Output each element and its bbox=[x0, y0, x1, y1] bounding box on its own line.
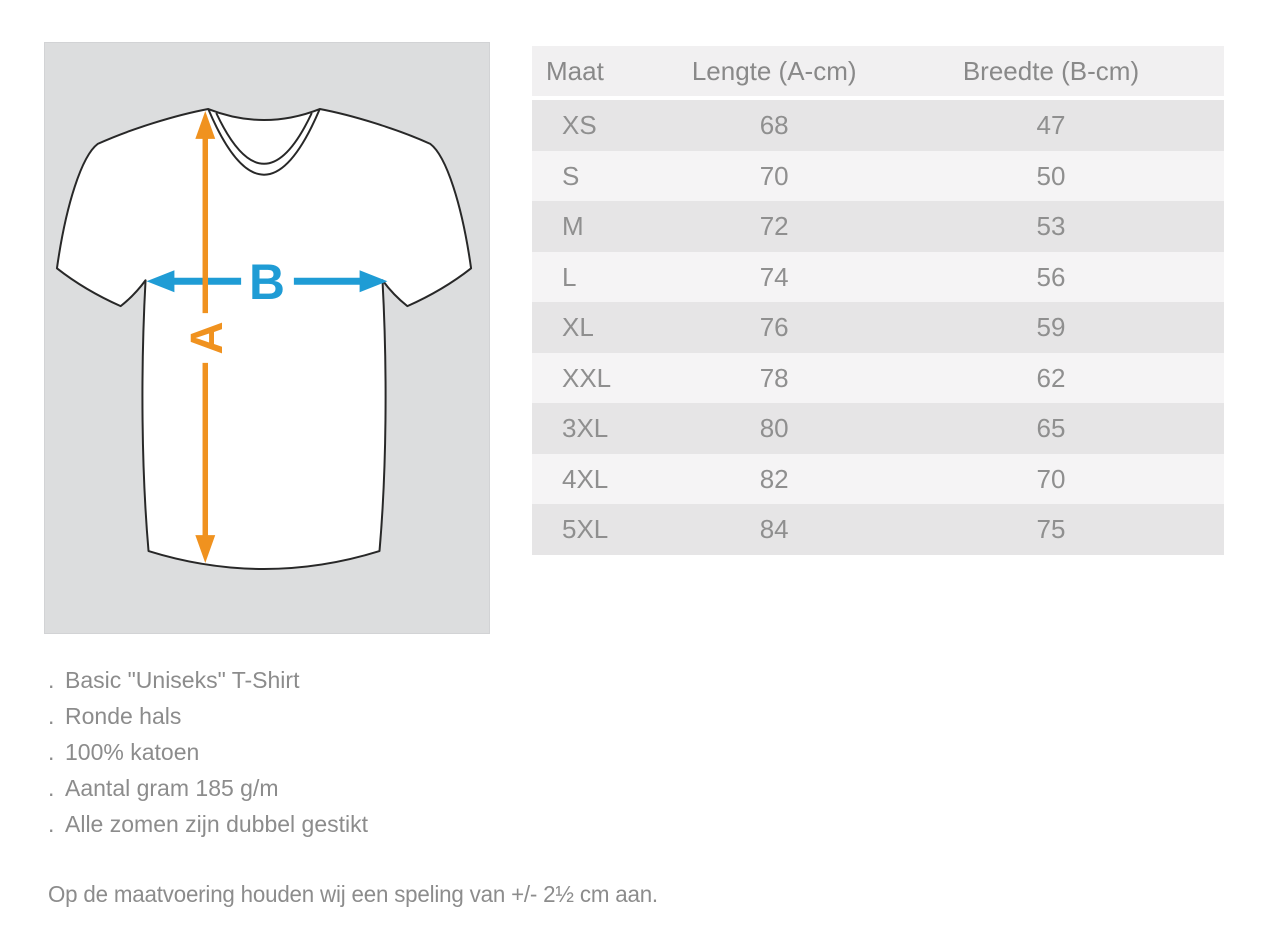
length-value: 82 bbox=[759, 463, 789, 494]
length-value: 78 bbox=[759, 362, 789, 393]
product-details-list: . Basic "Uniseks" T-Shirt . Ronde hals . 10… bbox=[48, 662, 368, 842]
width-value: 59 bbox=[1036, 312, 1066, 343]
table-row-l: L 74 56 bbox=[532, 251, 1224, 302]
size-value: XS bbox=[562, 110, 597, 141]
length-value: 70 bbox=[759, 160, 789, 191]
collar-inner-line bbox=[215, 112, 313, 165]
table-row-5xl: 5XL 84 75 bbox=[532, 504, 1224, 555]
table-row-xxl: XXL 78 62 bbox=[532, 352, 1224, 403]
collar-outer-line bbox=[207, 108, 321, 176]
width-value: 50 bbox=[1036, 160, 1066, 191]
detail-text: Alle zomen zijn dubbel gestikt bbox=[65, 811, 368, 837]
size-value: 3XL bbox=[562, 413, 609, 444]
length-label-a: A bbox=[181, 321, 232, 354]
tshirt-diagram-panel: B A bbox=[44, 42, 490, 634]
size-value: XXL bbox=[562, 362, 612, 393]
bullet-dot: . bbox=[48, 739, 55, 765]
column-header-breedte: Breedte (B-cm) bbox=[962, 56, 1140, 86]
width-value: 70 bbox=[1036, 463, 1066, 494]
tshirt-outline bbox=[55, 108, 473, 570]
length-value: 84 bbox=[759, 514, 789, 545]
table-row-xl: XL 76 59 bbox=[532, 302, 1224, 353]
width-value: 47 bbox=[1036, 110, 1066, 141]
table-row-3xl: 3XL 80 65 bbox=[532, 403, 1224, 454]
table-row-xs: XS 68 47 bbox=[532, 100, 1224, 151]
length-value: 80 bbox=[759, 413, 789, 444]
width-value: 53 bbox=[1036, 211, 1066, 242]
column-header-maat: Maat bbox=[546, 56, 604, 86]
list-item: . Ronde hals bbox=[48, 698, 368, 734]
list-item: . Alle zomen zijn dubbel gestikt bbox=[48, 806, 368, 842]
length-value: 74 bbox=[759, 261, 789, 292]
bullet-dot: . bbox=[48, 667, 55, 693]
width-label-b: B bbox=[249, 254, 285, 310]
tolerance-note: Op de maatvoering houden wij een speling… bbox=[48, 881, 658, 907]
length-value: 72 bbox=[759, 211, 789, 242]
detail-text: Ronde hals bbox=[65, 703, 182, 729]
width-value: 75 bbox=[1036, 514, 1066, 545]
size-value: XL bbox=[562, 312, 594, 343]
detail-text: 100% katoen bbox=[65, 739, 200, 765]
width-value: 62 bbox=[1036, 362, 1066, 393]
bullet-dot: . bbox=[48, 775, 55, 801]
detail-text: Aantal gram 185 g/m bbox=[65, 775, 279, 801]
table-row-4xl: 4XL 82 70 bbox=[532, 453, 1224, 504]
width-arrow-b: B bbox=[146, 254, 388, 310]
detail-text: Basic "Uniseks" T-Shirt bbox=[65, 667, 300, 693]
size-value: S bbox=[562, 160, 580, 191]
bullet-dot: . bbox=[48, 703, 55, 729]
table-row-s: S 70 50 bbox=[532, 150, 1224, 201]
width-value: 65 bbox=[1036, 413, 1066, 444]
list-item: . Basic "Uniseks" T-Shirt bbox=[48, 662, 368, 698]
size-table-header: Maat Lengte (A-cm) Breedte (B-cm) bbox=[532, 46, 1224, 96]
column-header-lengte: Lengte (A-cm) bbox=[691, 56, 857, 86]
size-value: M bbox=[562, 211, 584, 242]
size-value: 4XL bbox=[562, 463, 609, 494]
list-item: . Aantal gram 185 g/m bbox=[48, 770, 368, 806]
list-item: . 100% katoen bbox=[48, 734, 368, 770]
length-value: 68 bbox=[759, 110, 789, 141]
length-value: 76 bbox=[759, 312, 789, 343]
size-value: L bbox=[562, 261, 577, 292]
tshirt-diagram: B A bbox=[55, 108, 473, 570]
width-value: 56 bbox=[1036, 261, 1066, 292]
size-table: Maat Lengte (A-cm) Breedte (B-cm) XS 68 … bbox=[532, 46, 1224, 555]
length-arrow-a: A bbox=[181, 111, 232, 563]
size-value: 5XL bbox=[562, 514, 609, 545]
bullet-dot: . bbox=[48, 811, 55, 837]
table-row-m: M 72 53 bbox=[532, 201, 1224, 252]
